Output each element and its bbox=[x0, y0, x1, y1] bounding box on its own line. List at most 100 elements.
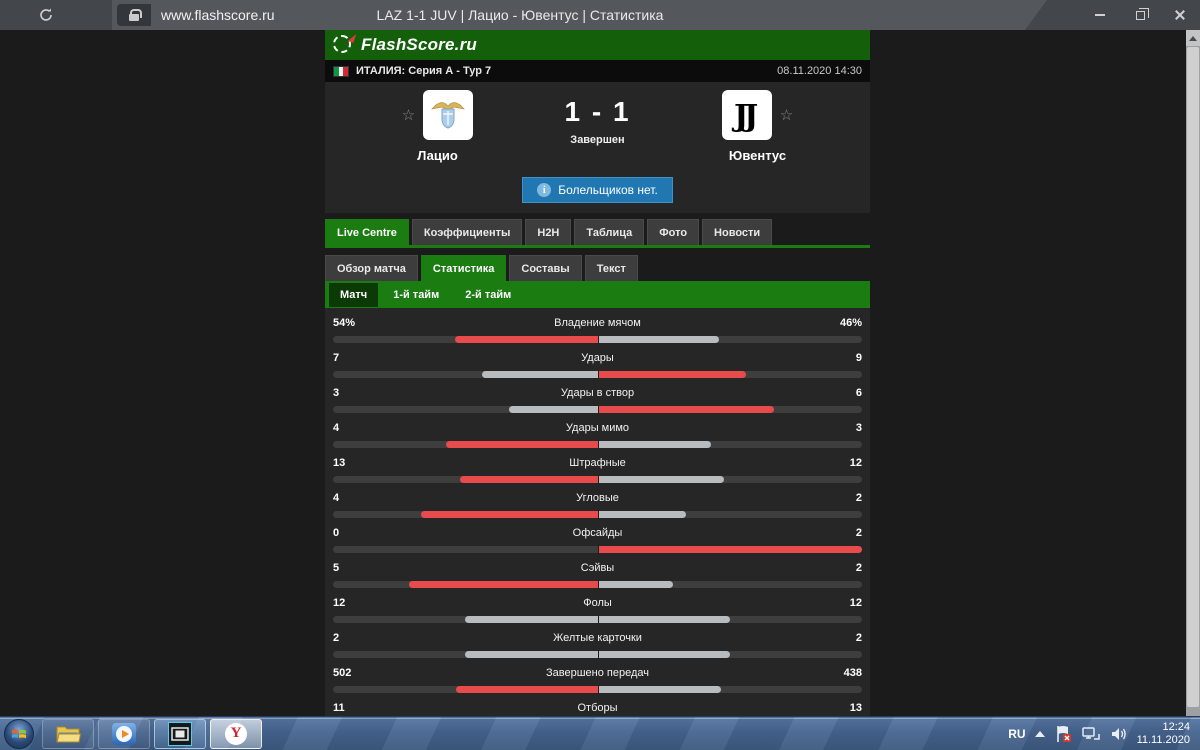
stat-bar-away bbox=[597, 511, 686, 518]
stat-away-value: 3 bbox=[855, 422, 862, 434]
stat-away-value: 12 bbox=[849, 457, 862, 469]
league-breadcrumb[interactable]: ИТАЛИЯ: Серия А - Тур 7 bbox=[356, 65, 492, 77]
stat-label: Владение мячом bbox=[554, 317, 641, 329]
stat-label: Завершено передач bbox=[545, 667, 649, 679]
tray-expand-arrow-icon[interactable] bbox=[1034, 731, 1045, 737]
info-icon: i bbox=[537, 183, 552, 197]
volume-icon[interactable] bbox=[1110, 726, 1128, 742]
stat-away-value: 9 bbox=[855, 352, 862, 364]
yandex-browser-icon[interactable]: Y bbox=[210, 718, 262, 749]
stat-bar-home bbox=[481, 371, 598, 378]
minimize-button[interactable] bbox=[1080, 0, 1120, 30]
action-center-flag-icon[interactable] bbox=[1054, 725, 1072, 743]
close-button[interactable] bbox=[1160, 0, 1200, 30]
main-tab-h2h[interactable]: H2H bbox=[525, 219, 572, 245]
sub-tab-lineups[interactable]: Составы bbox=[509, 255, 582, 281]
stat-bar-track bbox=[333, 545, 862, 554]
address-bar-url[interactable]: www.flashscore.ru bbox=[161, 7, 275, 23]
fans-button-label: Болельщиков нет. bbox=[558, 183, 658, 197]
stat-bar-home bbox=[509, 406, 598, 413]
network-icon[interactable] bbox=[1081, 726, 1101, 742]
restore-button[interactable] bbox=[1120, 0, 1160, 30]
match-score: 1 - 1 bbox=[564, 96, 631, 127]
stat-bar-away bbox=[597, 686, 721, 693]
ssl-lock-icon[interactable] bbox=[117, 4, 151, 26]
stat-away-value: 12 bbox=[849, 597, 862, 609]
site-logo-text[interactable]: FlashScore.ru bbox=[361, 35, 477, 54]
stat-row: 2 Желтые карточки 2 bbox=[333, 627, 862, 662]
stat-away-value: 46% bbox=[839, 317, 862, 329]
browser-tab[interactable]: www.flashscore.ru bbox=[112, 0, 1047, 30]
browser-scrollbar[interactable] bbox=[1186, 30, 1200, 716]
stat-bar-away bbox=[597, 616, 730, 623]
stat-home-value: 4 bbox=[333, 422, 340, 434]
stat-home-value: 13 bbox=[333, 457, 346, 469]
stat-bar-home bbox=[465, 616, 598, 623]
stat-bar-home bbox=[421, 511, 598, 518]
sub-tab-match-overview[interactable]: Обзор матча bbox=[325, 255, 418, 281]
away-team-name[interactable]: Ювентус bbox=[728, 148, 787, 163]
main-tab-photo[interactable]: Фото bbox=[647, 219, 700, 245]
video-app-icon[interactable] bbox=[154, 718, 206, 749]
stat-bar-track bbox=[333, 685, 862, 694]
main-tab-news[interactable]: Новости bbox=[702, 219, 773, 245]
explorer-icon[interactable] bbox=[42, 718, 94, 749]
main-tab-table[interactable]: Таблица bbox=[574, 219, 645, 245]
scroll-up-arrow-icon[interactable] bbox=[1186, 30, 1200, 46]
flashscore-logo-icon[interactable] bbox=[333, 32, 357, 55]
stat-label: Удары мимо bbox=[565, 422, 630, 434]
fans-info-button[interactable]: i Болельщиков нет. bbox=[522, 177, 673, 203]
stat-label: Желтые карточки bbox=[553, 632, 642, 644]
stat-away-value: 6 bbox=[855, 387, 862, 399]
stat-row: 4 Угловые 2 bbox=[333, 487, 862, 522]
stat-bar-track bbox=[333, 440, 862, 449]
match-header: ☆ Лацио 1 - 1 Завершен bbox=[325, 82, 870, 213]
stat-bar-track bbox=[333, 335, 862, 344]
stat-row: 54% Владение мячом 46% bbox=[333, 312, 862, 347]
away-team-logo[interactable]: J J bbox=[721, 90, 772, 140]
sub-tab-text[interactable]: Текст bbox=[584, 255, 638, 281]
clock-time: 12:24 bbox=[1162, 721, 1190, 733]
stat-bar-track bbox=[333, 475, 862, 484]
stat-away-value: 2 bbox=[855, 527, 862, 539]
clock[interactable]: 12:24 11.11.2020 bbox=[1137, 721, 1196, 747]
period-tab-bar: Матч 1-й тайм 2-й тайм bbox=[325, 281, 870, 308]
stat-home-value: 3 bbox=[333, 387, 340, 399]
away-team-block: J J ☆ Ювентус bbox=[683, 90, 833, 163]
stat-label: Штрафные bbox=[569, 457, 626, 469]
main-tab-odds[interactable]: Коэффициенты bbox=[411, 219, 523, 245]
stat-row: 12 Фолы 12 bbox=[333, 592, 862, 627]
stat-away-value: 2 bbox=[855, 562, 862, 574]
stat-bar-track bbox=[333, 580, 862, 589]
stat-label: Фолы bbox=[583, 597, 612, 609]
language-indicator[interactable]: RU bbox=[1008, 727, 1026, 741]
stat-row: 5 Сэйвы 2 bbox=[333, 557, 862, 592]
home-team-name[interactable]: Лацио bbox=[417, 148, 458, 163]
sub-tab-statistics[interactable]: Статистика bbox=[420, 255, 507, 281]
stat-bar-home bbox=[459, 476, 598, 483]
clock-date: 11.11.2020 bbox=[1136, 734, 1190, 746]
match-datetime: 08.11.2020 14:30 bbox=[777, 65, 862, 77]
svg-text:J: J bbox=[741, 99, 758, 134]
site-header: FlashScore.ru bbox=[325, 30, 870, 60]
period-tab-first-half[interactable]: 1-й тайм bbox=[393, 288, 440, 301]
stat-home-value: 11 bbox=[333, 702, 345, 714]
stat-bar-track bbox=[333, 650, 862, 659]
favorite-star-icon[interactable]: ☆ bbox=[779, 106, 794, 124]
stat-row: 13 Штрафные 12 bbox=[333, 452, 862, 487]
stat-bar-away bbox=[597, 441, 711, 448]
stat-bar-home bbox=[408, 581, 598, 588]
stat-bar-track bbox=[333, 370, 862, 379]
favorite-star-icon[interactable]: ☆ bbox=[401, 106, 416, 124]
stat-home-value: 2 bbox=[333, 632, 340, 644]
match-status: Завершен bbox=[570, 134, 625, 146]
stat-bar-home bbox=[454, 336, 598, 343]
period-tab-second-half[interactable]: 2-й тайм bbox=[465, 288, 512, 301]
period-tab-match[interactable]: Матч bbox=[329, 282, 379, 307]
start-button[interactable] bbox=[4, 718, 34, 749]
main-tab-live-centre[interactable]: Live Centre bbox=[325, 219, 409, 245]
home-team-logo[interactable] bbox=[423, 90, 474, 140]
media-player-icon[interactable] bbox=[98, 718, 150, 749]
reload-icon[interactable] bbox=[34, 3, 58, 27]
scrollbar-thumb[interactable] bbox=[1187, 47, 1199, 707]
